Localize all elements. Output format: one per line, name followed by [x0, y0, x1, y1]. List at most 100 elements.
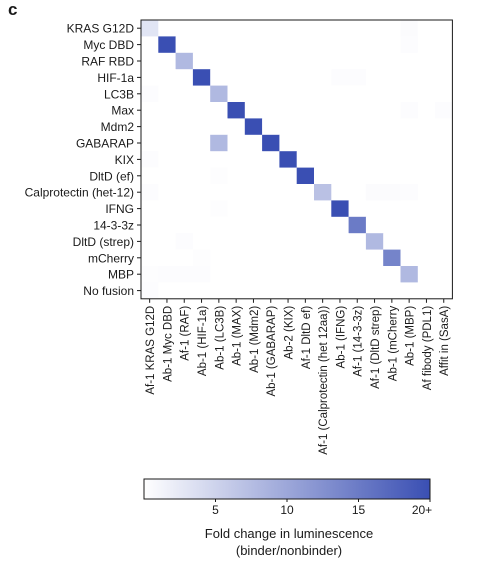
heatmap-cell [192, 233, 211, 250]
heatmap-cell [227, 216, 246, 234]
heatmap-cell [435, 20, 453, 37]
heatmap-cell [262, 102, 280, 119]
heatmap-cell [227, 134, 246, 152]
heatmap-cell [175, 167, 194, 185]
row-label: KRAS G12D [67, 22, 135, 36]
row-label: DltD (ef) [89, 169, 134, 183]
heatmap-cell [435, 266, 453, 283]
heatmap-cell [141, 118, 159, 136]
heatmap-cell [435, 52, 453, 70]
heatmap-cell [296, 36, 315, 54]
heatmap-cell [141, 216, 159, 234]
heatmap-cell [348, 184, 367, 201]
heatmap-cell [141, 20, 159, 37]
heatmap-cell [365, 249, 384, 267]
column-labels: Af-1 KRAS G12D Ab-1 Myc DBD Af-1 (RAF) Ab-1… [145, 298, 451, 455]
heatmap-cell [227, 266, 246, 283]
colorbar-label-line2: (binder/nonbinder) [236, 543, 342, 558]
heatmap-cell [175, 249, 194, 267]
column-label: Affit in (SasA) [439, 306, 451, 376]
heatmap-cell [262, 36, 280, 54]
heatmap-cell [175, 134, 194, 152]
heatmap-cell [365, 167, 384, 185]
heatmap-cell [331, 200, 349, 218]
heatmap-cell [244, 52, 263, 70]
heatmap-cell [417, 216, 436, 234]
heatmap-cell [331, 266, 349, 283]
heatmap-cell [348, 266, 367, 283]
heatmap-cell [244, 216, 263, 234]
heatmap-cell [400, 233, 419, 250]
heatmap-cell [279, 69, 297, 86]
colorbar-tick-label: 20+ [412, 503, 432, 517]
heatmap-cell [192, 266, 211, 283]
heatmap-cell [210, 52, 228, 70]
heatmap-cell [262, 167, 280, 185]
heatmap-cell [192, 52, 211, 70]
heatmap-cell [244, 118, 263, 136]
heatmap-cell [435, 233, 453, 250]
heatmap-cell [244, 233, 263, 250]
heatmap-cell [210, 216, 228, 234]
heatmap-cell [400, 282, 419, 300]
heatmap-cell [262, 118, 280, 136]
heatmap-cell [435, 134, 453, 152]
heatmap-cell [227, 151, 246, 168]
heatmap-cell [141, 266, 159, 283]
heatmap-cell [279, 134, 297, 152]
heatmap-cell [141, 151, 159, 168]
heatmap-cell [400, 266, 419, 283]
heatmap-cell [296, 20, 315, 37]
heatmap-cell [158, 216, 176, 234]
heatmap-cell [262, 249, 280, 267]
heatmap-cell [210, 85, 228, 103]
heatmap-cell [158, 118, 176, 136]
heatmap-cell [158, 69, 176, 86]
heatmap-cell [435, 216, 453, 234]
heatmap-cell [348, 118, 367, 136]
column-label: Ab-1 (LC3B) [214, 306, 226, 370]
row-label: DltD (strep) [73, 235, 134, 249]
heatmap-cell [210, 233, 228, 250]
heatmap-cell [141, 69, 159, 86]
heatmap-cell [296, 184, 315, 201]
heatmap-cell [417, 69, 436, 86]
heatmap-cell [158, 233, 176, 250]
heatmap-cell [365, 102, 384, 119]
heatmap-cell [262, 233, 280, 250]
heatmap-cell [365, 85, 384, 103]
heatmap-cell [314, 184, 332, 201]
heatmap-cell [417, 266, 436, 283]
heatmap-cell [279, 151, 297, 168]
heatmap-cell [331, 118, 349, 136]
heatmap-cell [227, 200, 246, 218]
column-label: Af-1 DltD ef) [301, 306, 313, 369]
heatmap-cell [383, 200, 401, 218]
row-label: MBP [108, 268, 134, 282]
heatmap-cell [365, 36, 384, 54]
heatmap-cell [244, 249, 263, 267]
colorbar: 5 10 15 20+ [143, 478, 432, 517]
heatmap-cell [192, 216, 211, 234]
heatmap-cell [400, 85, 419, 103]
heatmap-cell [141, 249, 159, 267]
heatmap-cell [141, 36, 159, 54]
heatmap-cell [383, 36, 401, 54]
heatmap-cell [314, 249, 332, 267]
column-label: Ab-1 (MBP) [405, 306, 417, 366]
heatmap-cell [417, 282, 436, 300]
heatmap-cell [331, 233, 349, 250]
heatmap-cell [314, 134, 332, 152]
heatmap-cell [158, 52, 176, 70]
heatmap-cell [279, 216, 297, 234]
heatmap-cell [314, 20, 332, 37]
heatmap-cell [365, 52, 384, 70]
heatmap-cell [227, 167, 246, 185]
heatmap-cell [210, 69, 228, 86]
heatmap-cell [244, 266, 263, 283]
heatmap-cell [210, 102, 228, 119]
heatmap-cell [279, 20, 297, 37]
heatmap-cell [417, 200, 436, 218]
heatmap-cell [417, 118, 436, 136]
heatmap-cell [192, 167, 211, 185]
